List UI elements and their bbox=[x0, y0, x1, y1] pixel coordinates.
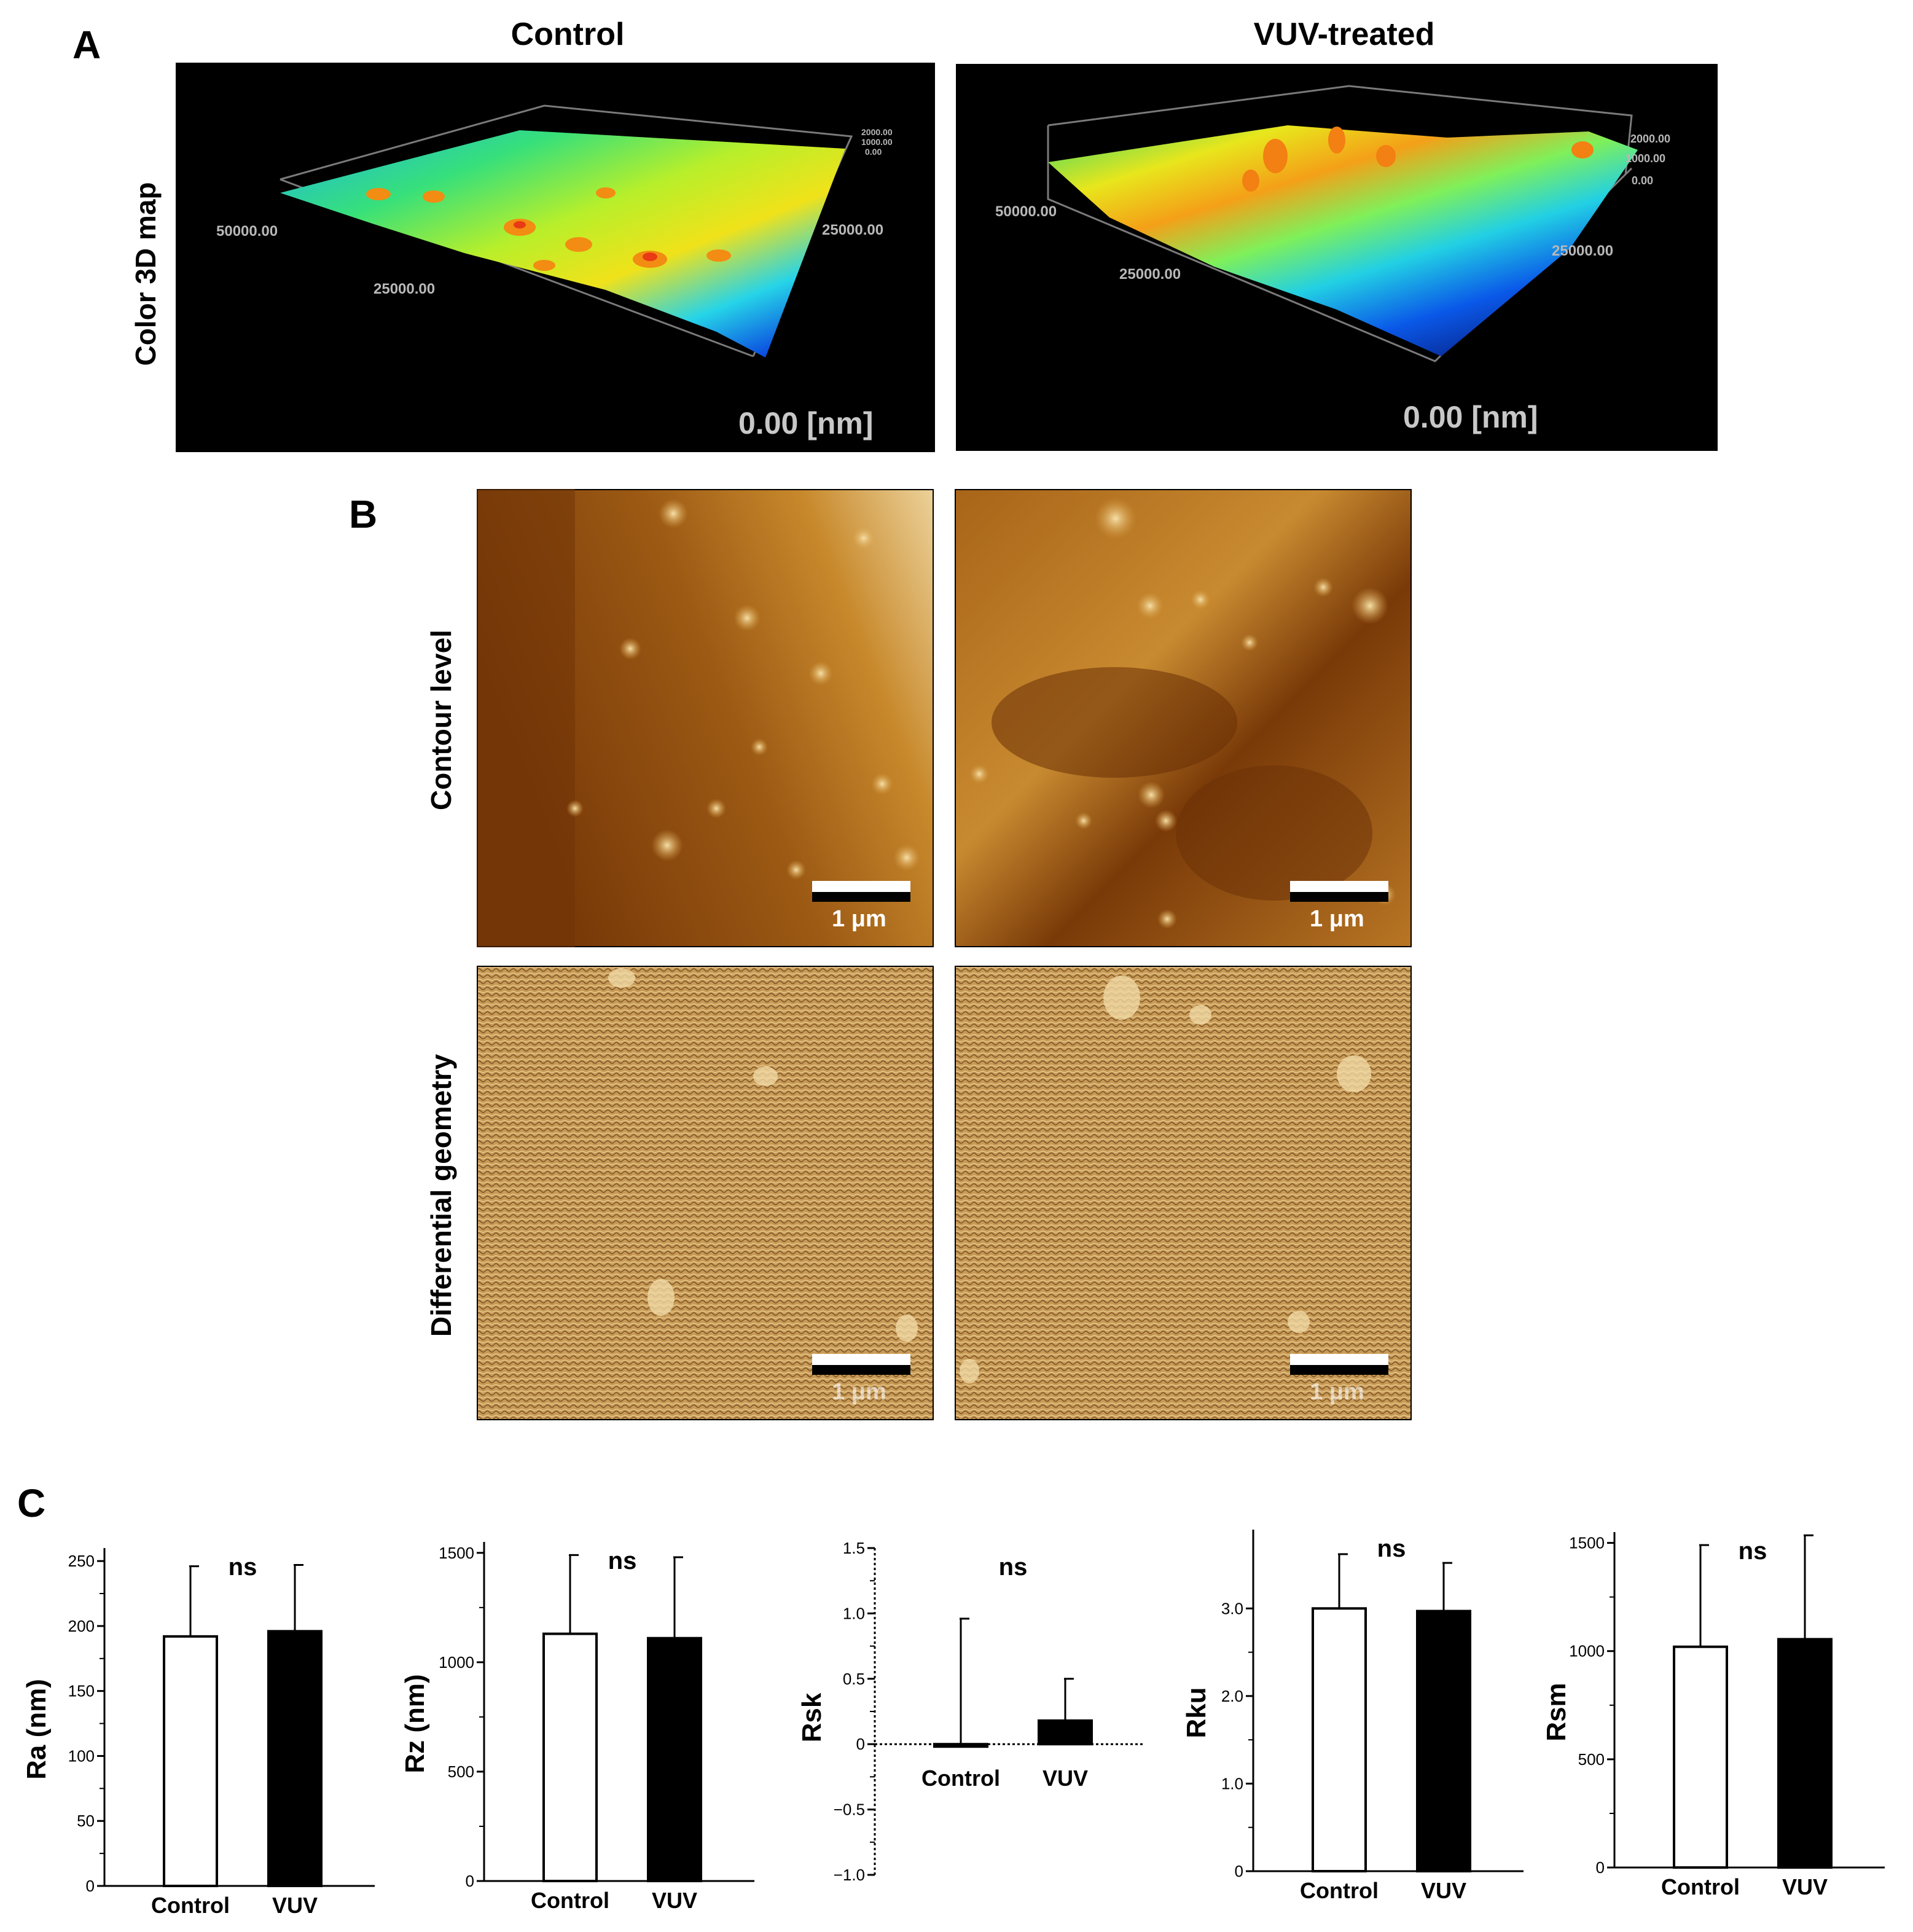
x-tick-label-3-1: VUV bbox=[1421, 1878, 1466, 1903]
y-tick-label-4-0: 0 bbox=[1596, 1858, 1605, 1877]
y-tick-label-0-2: 100 bbox=[68, 1746, 95, 1765]
y-tick-label-2-5: 1.5 bbox=[843, 1539, 865, 1557]
significance-label-1: ns bbox=[608, 1547, 637, 1574]
y-axis-label-1: Rz (nm) bbox=[400, 1674, 430, 1773]
x-tick-label-3-0: Control bbox=[1300, 1878, 1379, 1903]
y-axis-label-2: Rsk bbox=[797, 1692, 827, 1742]
axis-tick-vuv-25000-side: 25000.00 bbox=[1552, 243, 1613, 259]
y-tick-label-2-0: −1.0 bbox=[834, 1866, 865, 1884]
column-title-vuv: VUV-treated bbox=[1253, 17, 1435, 52]
z-tick-vuv-1000: 1000.00 bbox=[1625, 152, 1665, 165]
significance-label-3: ns bbox=[1377, 1535, 1406, 1562]
roughness-bar-charts: 0 50 100 150 200 250 Ra (nm) Control VUV ns 0 500 10… bbox=[22, 1530, 1885, 1918]
significance-label-2: ns bbox=[999, 1554, 1028, 1581]
color-3d-map-vuv: 50000.00 25000.00 25000.00 2000.00 1000.… bbox=[956, 64, 1718, 451]
y-tick-label-2-1: −0.5 bbox=[834, 1801, 865, 1819]
z-tick-control-1000: 1000.00 bbox=[861, 137, 893, 147]
y-tick-label-1-1: 500 bbox=[448, 1762, 474, 1781]
z-tick-control-0: 0.00 bbox=[865, 147, 882, 157]
y-tick-label-4-3: 1500 bbox=[1569, 1534, 1605, 1552]
bar-2-0 bbox=[933, 1743, 988, 1748]
bar-0-0 bbox=[163, 1635, 218, 1887]
x-tick-label-2-0: Control bbox=[921, 1766, 1000, 1791]
z-tick-control-2000: 2000.00 bbox=[861, 127, 893, 137]
bar-3-0 bbox=[1312, 1607, 1367, 1873]
differential-image-control: 1 μm bbox=[477, 966, 934, 1420]
axis-tick-control-50000: 50000.00 bbox=[216, 223, 278, 240]
y-tick-label-1-0: 0 bbox=[466, 1872, 474, 1890]
x-tick-label-4-1: VUV bbox=[1782, 1874, 1828, 1899]
x-tick-label-2-1: VUV bbox=[1043, 1766, 1088, 1791]
bar-4-1 bbox=[1777, 1638, 1833, 1869]
scalebar-label-differential-control: 1 μm bbox=[832, 1379, 886, 1405]
column-title-control: Control bbox=[511, 17, 625, 52]
row-label-differential-geometry: Differential geometry bbox=[425, 1054, 457, 1337]
y-tick-label-0-3: 150 bbox=[68, 1682, 95, 1700]
y-tick-label-3-2: 2.0 bbox=[1221, 1687, 1243, 1705]
differential-image-vuv: 1 μm bbox=[955, 966, 1412, 1420]
bar-1-0 bbox=[542, 1632, 598, 1882]
scalebar-label-contour-control: 1 μm bbox=[832, 906, 886, 932]
y-tick-label-2-3: 0.5 bbox=[843, 1670, 865, 1688]
origin-label-vuv: 0.00 [nm] bbox=[1403, 400, 1538, 434]
z-tick-vuv-0: 0.00 bbox=[1632, 174, 1653, 187]
x-tick-label-0-1: VUV bbox=[272, 1893, 318, 1918]
row-label-contour-level: Contour level bbox=[425, 630, 457, 810]
y-tick-label-4-1: 500 bbox=[1578, 1750, 1605, 1769]
panel-letter-a: A bbox=[72, 23, 101, 67]
x-tick-label-4-0: Control bbox=[1661, 1874, 1740, 1899]
y-axis-label-4: Rsm bbox=[1541, 1683, 1571, 1741]
bar-0-1 bbox=[267, 1630, 323, 1887]
scalebar-label-differential-vuv: 1 μm bbox=[1310, 1379, 1364, 1405]
y-tick-label-2-2: 0 bbox=[856, 1735, 865, 1753]
y-tick-label-1-2: 1000 bbox=[439, 1653, 474, 1672]
y-tick-label-3-1: 1.0 bbox=[1221, 1774, 1243, 1793]
contour-image-vuv: 1 μm bbox=[955, 489, 1412, 947]
y-tick-label-0-0: 0 bbox=[86, 1877, 95, 1895]
panel-letter-b: B bbox=[349, 492, 378, 536]
color-3d-map-control: 50000.00 25000.00 25000.00 2000.00 1000.… bbox=[176, 63, 935, 452]
y-tick-label-2-4: 1.0 bbox=[843, 1604, 865, 1622]
y-tick-label-0-5: 250 bbox=[68, 1552, 95, 1570]
z-tick-vuv-2000: 2000.00 bbox=[1630, 133, 1670, 145]
bar-4-0 bbox=[1673, 1645, 1728, 1869]
row-label-color-3d-map: Color 3D map bbox=[130, 182, 162, 366]
y-tick-label-3-3: 3.0 bbox=[1221, 1599, 1243, 1617]
bar-3-1 bbox=[1416, 1609, 1471, 1872]
x-tick-label-1-1: VUV bbox=[652, 1888, 697, 1913]
y-tick-label-0-4: 200 bbox=[68, 1617, 95, 1635]
y-tick-label-4-2: 1000 bbox=[1569, 1642, 1605, 1660]
significance-label-0: ns bbox=[229, 1554, 257, 1581]
axis-tick-control-25000-side: 25000.00 bbox=[822, 222, 883, 238]
x-tick-label-0-0: Control bbox=[151, 1893, 230, 1918]
bar-2-1 bbox=[1038, 1719, 1093, 1746]
panel-letter-c: C bbox=[17, 1481, 46, 1525]
origin-label-control: 0.00 [nm] bbox=[738, 406, 874, 440]
y-tick-label-3-0: 0 bbox=[1235, 1862, 1243, 1880]
bar-1-1 bbox=[647, 1637, 702, 1882]
x-tick-label-1-0: Control bbox=[531, 1888, 609, 1913]
y-axis-label-0: Ra (nm) bbox=[22, 1679, 52, 1780]
y-tick-label-0-1: 50 bbox=[77, 1812, 95, 1830]
contour-image-control: 1 μm bbox=[477, 489, 934, 947]
y-axis-label-3: Rku bbox=[1181, 1687, 1211, 1738]
significance-label-4: ns bbox=[1739, 1538, 1767, 1565]
axis-tick-control-25000-front: 25000.00 bbox=[374, 281, 435, 297]
axis-tick-vuv-25000-front: 25000.00 bbox=[1119, 266, 1181, 283]
scalebar-label-contour-vuv: 1 μm bbox=[1310, 906, 1364, 932]
y-tick-label-1-3: 1500 bbox=[439, 1544, 474, 1562]
axis-tick-vuv-50000: 50000.00 bbox=[995, 203, 1057, 220]
